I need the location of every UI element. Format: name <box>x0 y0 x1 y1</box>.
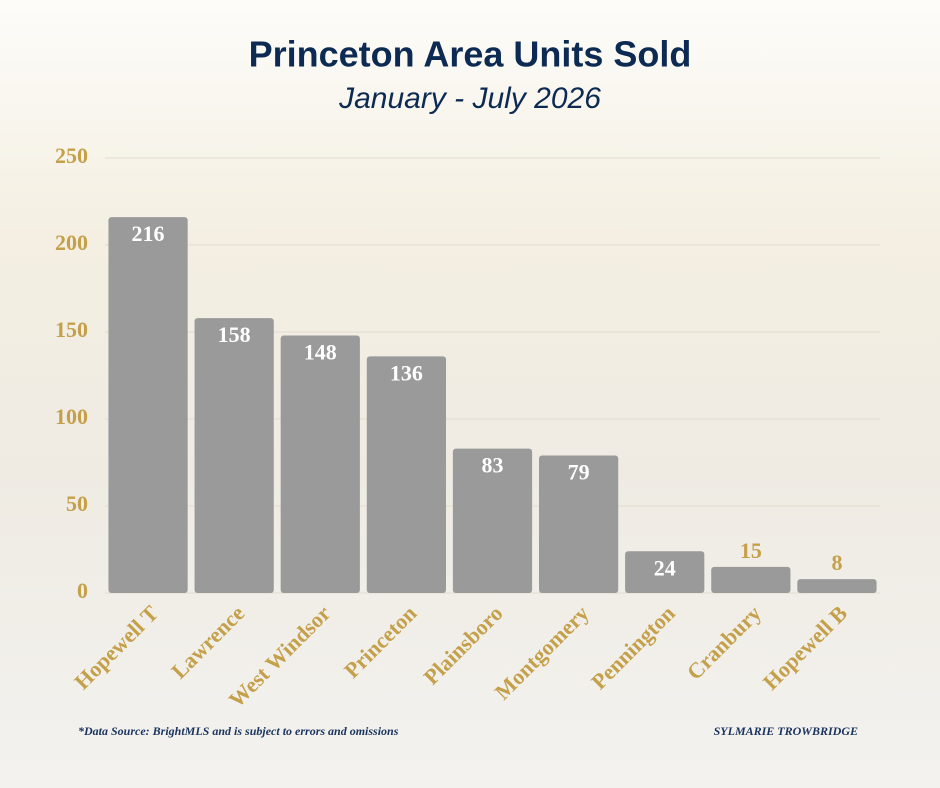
bar <box>711 566 791 593</box>
y-tick-label: 50 <box>66 491 88 516</box>
y-tick-label: 0 <box>77 578 88 603</box>
bar <box>625 551 705 593</box>
value-label: 216 <box>132 221 165 246</box>
value-label: 8 <box>831 550 842 575</box>
credit: SYLMARIE TROWBRIDGE <box>714 724 858 738</box>
value-label: 148 <box>304 340 337 365</box>
y-tick-label: 150 <box>55 317 88 342</box>
value-label: 24 <box>654 555 676 580</box>
value-label: 15 <box>740 538 762 563</box>
y-tick-label: 250 <box>55 143 88 168</box>
bar <box>194 318 274 593</box>
y-tick-label: 200 <box>55 230 88 255</box>
value-label: 136 <box>390 360 423 385</box>
bar <box>797 579 877 593</box>
value-label: 79 <box>568 460 590 485</box>
bar <box>539 455 619 593</box>
bar <box>280 335 360 593</box>
chart-title: Princeton Area Units Sold <box>249 34 692 75</box>
bar <box>366 356 446 593</box>
bar <box>452 448 533 593</box>
value-label: 158 <box>218 322 251 347</box>
y-tick-label: 100 <box>55 404 88 429</box>
chart-subtitle: January - July 2026 <box>338 82 601 115</box>
bar <box>108 217 188 593</box>
source-note: *Data Source: BrightMLS and is subject t… <box>78 724 399 738</box>
value-label: 83 <box>482 453 504 478</box>
